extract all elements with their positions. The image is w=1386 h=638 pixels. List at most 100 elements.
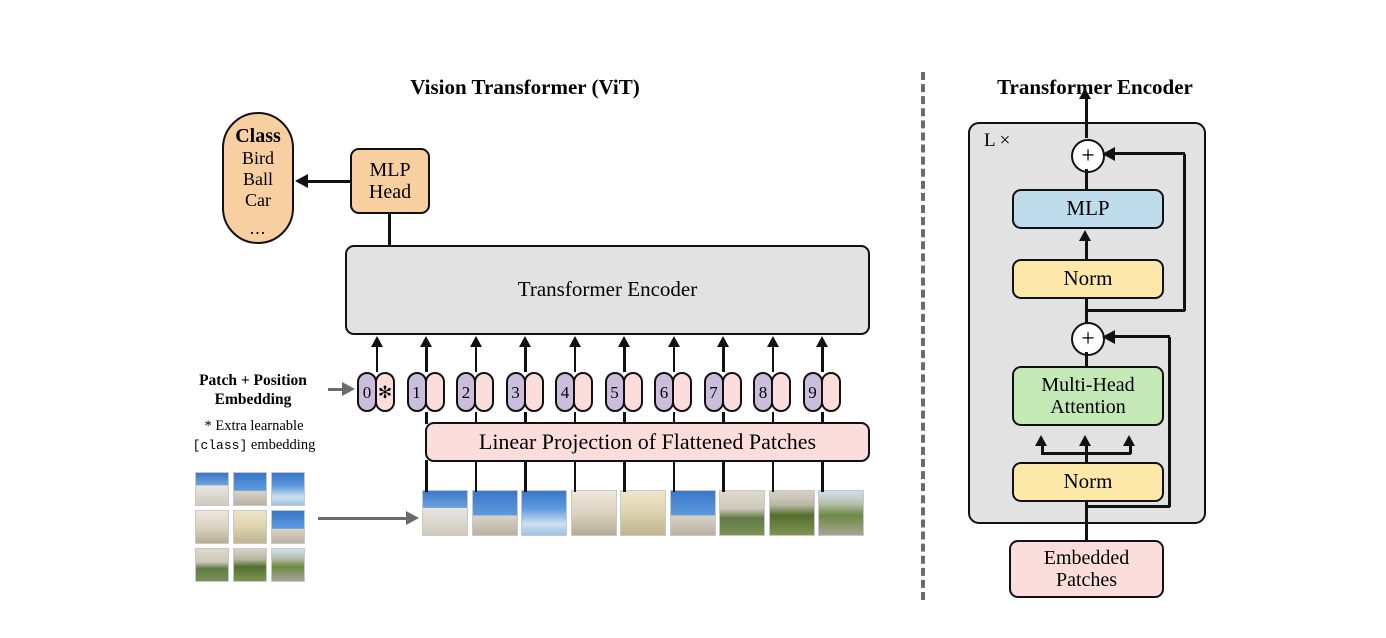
class-ellipsis: ... — [249, 217, 267, 238]
projection-to-patch-6-line — [672, 460, 676, 492]
token-1-to-encoder-arrowhead — [420, 336, 432, 347]
token-1: 1 — [406, 372, 445, 412]
token-index-pill-7: 7 — [703, 372, 724, 412]
residual-top-branch — [1085, 309, 1185, 312]
embedding-label-line2: Embedding — [214, 390, 292, 408]
residual-bottom-vertical — [1168, 337, 1171, 507]
qkv-right-arrowhead — [1123, 435, 1135, 446]
mlp-to-adder-line — [1085, 169, 1088, 191]
projection-to-patch-3-line — [524, 460, 527, 492]
token-8-from-projection-line — [771, 412, 775, 424]
token-0-to-encoder-line — [375, 345, 379, 372]
token-index-pill-4: 4 — [555, 372, 575, 412]
token-2-to-encoder-arrowhead — [469, 336, 482, 347]
token-position-pill-2 — [474, 372, 494, 412]
token-8: 8 — [753, 372, 791, 412]
repeat-count-label: L × — [984, 130, 1011, 151]
mlp-head-line2: Head — [368, 181, 412, 203]
token-3: 3 — [505, 372, 544, 412]
embedding-label-arrowhead — [342, 382, 355, 396]
token-1-from-projection-line — [425, 412, 428, 424]
patch-position-embedding-label: Patch + Position Embedding — [183, 372, 323, 409]
token-9-to-encoder-line — [821, 345, 824, 372]
mlphead-to-class-line — [308, 180, 350, 183]
mlp-head-box: MLP Head — [350, 148, 430, 214]
token-3-to-encoder-line — [524, 345, 527, 372]
patch-strip-cell-5 — [669, 490, 716, 536]
token-index-pill-0: 0 — [357, 372, 377, 412]
patch-strip-cell-6 — [719, 490, 765, 536]
patch-strip-cell-2 — [521, 490, 567, 536]
qkv-center-arrowhead — [1079, 435, 1091, 446]
token-4-to-encoder-line — [573, 345, 577, 372]
residual-top-vertical — [1183, 154, 1186, 311]
embedded-patches-line2: Patches — [1055, 569, 1118, 591]
encoder-to-mlphead-line — [388, 214, 391, 246]
token-position-pill-4 — [573, 372, 593, 412]
normtop-input-line — [1085, 299, 1088, 325]
token-7-to-encoder-arrowhead — [717, 336, 729, 347]
projection-to-patch-7-line — [722, 460, 725, 492]
token-5-from-projection-line — [623, 412, 626, 424]
token-7-from-projection-line — [722, 412, 725, 424]
token-0-to-encoder-arrowhead — [370, 336, 383, 347]
token-4: 4 — [555, 372, 593, 412]
class-item-ball: Ball — [243, 169, 273, 190]
patch-strip-cell-4 — [620, 490, 666, 536]
residual-adder-bottom: + — [1071, 322, 1105, 356]
patch-strip-cell-3 — [570, 490, 617, 536]
source-grid-cell-6 — [195, 548, 229, 582]
mlp-block: MLP — [1012, 189, 1164, 229]
grid-to-strip-arrowhead — [406, 511, 419, 525]
attention-line2: Attention — [1050, 396, 1126, 418]
footnote-line2-suffix: embedding — [247, 436, 316, 453]
linear-projection-box: Linear Projection of Flattened Patches — [425, 422, 870, 462]
norm-top-label: Norm — [1063, 266, 1113, 291]
residual-top-horizontal — [1114, 152, 1185, 155]
token-2: 2 — [456, 372, 494, 412]
encoder-output-line — [1085, 96, 1088, 138]
multi-head-attention-block: Multi-Head Attention — [1012, 366, 1164, 426]
class-heading: Class — [235, 125, 281, 147]
class-item-car: Car — [245, 190, 271, 211]
embedded-patches-line1: Embedded — [1043, 546, 1130, 569]
token-3-to-encoder-arrowhead — [519, 336, 531, 347]
patch-strip-cell-1 — [471, 490, 518, 536]
token-position-pill-6 — [672, 372, 692, 412]
source-grid-cell-4 — [233, 510, 267, 544]
residual-bottom-horizontal — [1114, 335, 1170, 338]
token-8-to-encoder-arrowhead — [766, 336, 779, 347]
embedding-label-line1: Patch + Position — [199, 372, 307, 389]
token-9-from-projection-line — [821, 412, 824, 424]
panel-divider — [921, 72, 925, 600]
source-grid-cell-3 — [195, 510, 229, 544]
qkv-branch-bar — [1041, 452, 1131, 455]
token-index-pill-3: 3 — [505, 372, 526, 412]
adder-top-symbol: + — [1081, 143, 1095, 169]
token-index-pill-6: 6 — [654, 372, 674, 412]
token-4-from-projection-line — [573, 412, 577, 424]
embedded-patches-block: Embedded Patches — [1009, 540, 1164, 598]
token-position-pill-5 — [622, 372, 643, 412]
embedding-label-arrow-line — [328, 388, 344, 391]
patch-strip-cell-0 — [422, 490, 468, 536]
mlp-block-label: MLP — [1066, 196, 1110, 221]
residual-bottom-arrowhead — [1102, 330, 1115, 344]
token-7-to-encoder-line — [722, 345, 725, 372]
source-grid-cell-5 — [271, 510, 305, 544]
token-position-pill-1 — [424, 372, 445, 412]
transformer-encoder-label: Transformer Encoder — [517, 277, 698, 302]
token-7: 7 — [703, 372, 742, 412]
mha-to-adder-line — [1085, 352, 1088, 367]
token-9-to-encoder-arrowhead — [816, 336, 828, 347]
transformer-encoder-box: Transformer Encoder — [345, 245, 870, 335]
flattened-patch-strip — [422, 490, 872, 542]
source-grid-cell-2 — [271, 472, 305, 506]
encoder-output-arrowhead — [1079, 88, 1091, 99]
token-2-from-projection-line — [474, 412, 478, 424]
grid-to-strip-line — [318, 517, 408, 520]
token-9: 9 — [802, 372, 841, 412]
token-index-pill-9: 9 — [802, 372, 823, 412]
token-6-from-projection-line — [672, 412, 676, 424]
patch-strip-cell-7 — [768, 490, 815, 536]
